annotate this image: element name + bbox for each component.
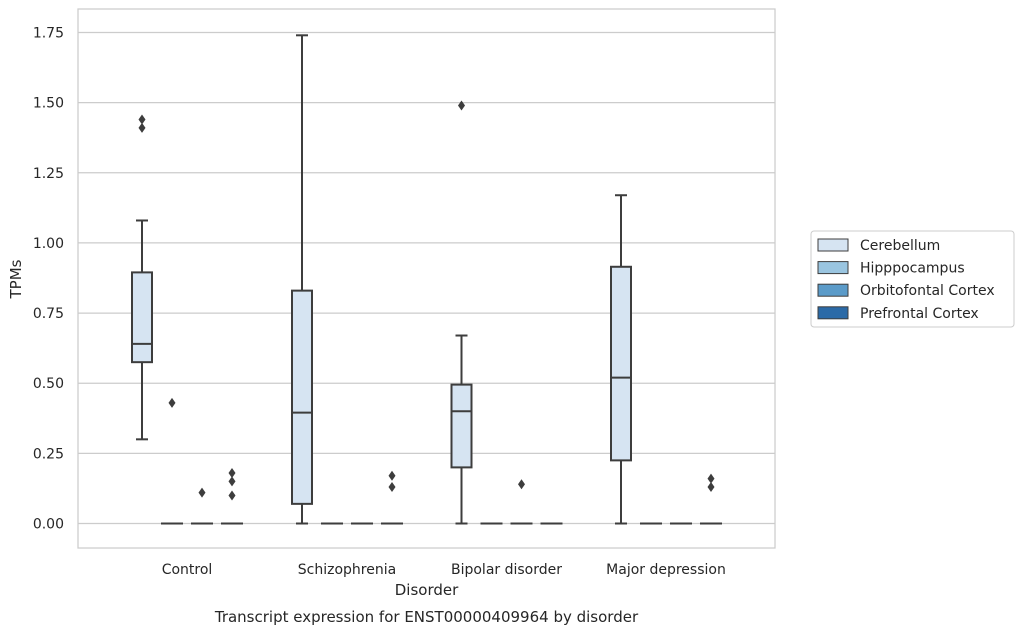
- box-cerebellum: [131, 114, 153, 441]
- y-tick-label: 0.50: [33, 376, 64, 392]
- x-tick-label: Major depression: [606, 562, 726, 578]
- legend-label: Prefrontal Cortex: [860, 306, 979, 322]
- outlier-point: [388, 482, 396, 493]
- grid-lines: [78, 31, 775, 525]
- y-tick-label: 1.00: [33, 236, 64, 252]
- boxes: [131, 34, 722, 525]
- outlier-point: [138, 122, 146, 133]
- legend-label: Orbitofontal Cortex: [860, 283, 995, 299]
- outlier-point: [228, 490, 236, 501]
- outlier-point: [168, 397, 176, 408]
- box-prefrontal-cortex: [700, 473, 722, 525]
- x-tick-label: Control: [162, 562, 213, 578]
- outlier-point: [518, 479, 525, 490]
- box-rect: [450, 383, 473, 469]
- box-cerebellum: [610, 194, 632, 525]
- x-tick-label: Bipolar disorder: [451, 562, 562, 578]
- x-axis-label: Disorder: [395, 581, 459, 599]
- legend-swatch: [817, 238, 849, 252]
- chart-caption: Transcript expression for ENST0000040996…: [214, 608, 639, 626]
- y-tick-label: 0.75: [33, 306, 64, 322]
- box-orbitofontal-cortex: [510, 479, 533, 525]
- box-rect: [131, 271, 153, 364]
- outlier-point: [707, 473, 715, 484]
- legend-swatch: [817, 306, 849, 320]
- y-tick-label: 0.25: [33, 446, 64, 462]
- box-prefrontal-cortex: [221, 467, 243, 525]
- outlier-point: [228, 476, 236, 487]
- legend-swatch: [817, 283, 849, 297]
- x-tick-labels: Control Schizophrenia Bipolar disorder Majo…: [162, 562, 726, 578]
- y-tick-label: 1.75: [33, 26, 64, 42]
- y-tick-label: 0.00: [33, 517, 64, 533]
- y-tick-labels: 0.00 0.25 0.50 0.75 1.00 1.25 1.50 1.75: [33, 26, 64, 533]
- outlier-point: [228, 467, 236, 478]
- box-rect: [291, 289, 313, 505]
- outlier-point: [388, 470, 396, 481]
- legend-swatch: [817, 261, 849, 275]
- box-cerebellum: [291, 34, 313, 525]
- outlier-point: [138, 114, 146, 125]
- y-tick-label: 1.25: [33, 166, 64, 182]
- legend-label: Cerebellum: [860, 238, 940, 254]
- outlier-point: [198, 487, 206, 498]
- outlier-point: [458, 100, 465, 111]
- legend: Cerebellum Hipppocampus Orbitofontal Corte…: [810, 230, 1015, 328]
- legend-label: Hipppocampus: [860, 261, 965, 277]
- box-rect: [610, 265, 632, 462]
- plot-area-frame: [77, 8, 776, 549]
- legend-frame: [810, 230, 1015, 328]
- box-cerebellum: [450, 100, 473, 525]
- outlier-point: [707, 482, 715, 493]
- box-prefrontal-cortex: [381, 470, 403, 525]
- y-axis-label: TPMs: [7, 259, 25, 299]
- box-hipppocampus: [161, 397, 183, 525]
- x-tick-label: Schizophrenia: [298, 562, 396, 578]
- box-orbitofontal-cortex: [191, 487, 213, 525]
- y-tick-label: 1.50: [33, 96, 64, 112]
